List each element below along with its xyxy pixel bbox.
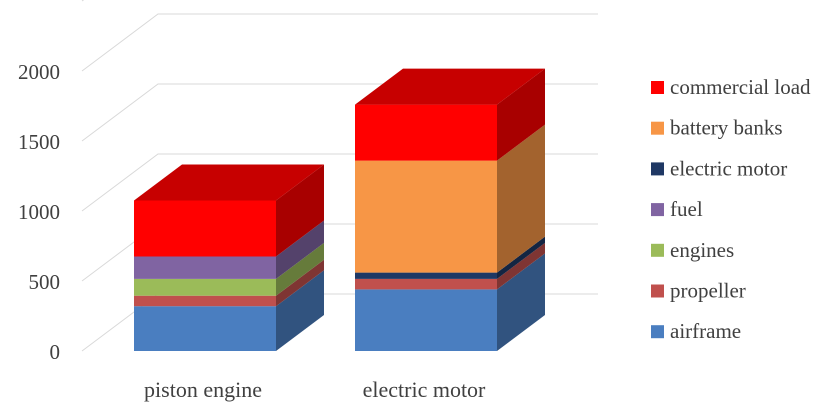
bar-segment-side <box>276 259 324 307</box>
legend-entry-label: fuel <box>670 197 703 221</box>
y-tick-label: 0 <box>50 340 61 364</box>
bar-segment-side <box>276 164 324 257</box>
bar-segment-commercial-load <box>355 104 497 161</box>
legend-entry-label: electric motor <box>670 156 787 180</box>
legend-entry-label: battery banks <box>670 116 783 140</box>
bars <box>134 68 545 351</box>
legend-entry-label: propeller <box>670 279 746 303</box>
legend-swatch <box>651 243 664 257</box>
x-category-label: electric motor <box>363 377 486 402</box>
bar-segment-propeller <box>355 278 497 290</box>
bar-segment-airframe <box>355 289 497 351</box>
gridline <box>81 13 598 72</box>
legend-swatch <box>651 203 664 217</box>
bar-segment-electric-motor <box>355 272 497 279</box>
bar-segment-engines <box>134 278 276 296</box>
bar-segment-side <box>497 236 545 279</box>
legend-entry-label: airframe <box>670 319 741 343</box>
x-axis-category-labels: piston engine electric motor <box>144 377 486 402</box>
bar-stack-electric-motor <box>355 68 545 351</box>
legend-swatch <box>651 284 664 298</box>
legend-swatch <box>651 162 664 176</box>
legend-entry-label: commercial load <box>670 75 811 99</box>
bar-segment-commercial-load <box>134 200 276 257</box>
gridline <box>81 0 85 2</box>
bar-segment-airframe <box>134 306 276 351</box>
bar-segment-side <box>497 124 545 273</box>
bar-top-face <box>355 68 545 105</box>
bar-segment-side <box>497 253 545 351</box>
bar-segment-side <box>276 242 324 296</box>
bar-segment-propeller <box>134 295 276 307</box>
legend: commercial load battery banks electric mot… <box>651 75 811 343</box>
y-tick-label: 2000 <box>18 60 60 84</box>
bar-stack-piston-engine <box>134 164 324 351</box>
legend-entry-label: engines <box>670 238 734 262</box>
x-category-label: piston engine <box>144 377 262 402</box>
y-axis-tick-labels: 0 500 1000 1500 2000 <box>18 60 60 364</box>
bar-segment-side <box>497 68 545 161</box>
bar-segment-side <box>276 270 324 351</box>
legend-swatch <box>651 325 664 339</box>
y-tick-label: 1000 <box>18 200 60 224</box>
bar-segment-fuel <box>134 256 276 279</box>
legend-swatch <box>651 121 664 135</box>
y-tick-label: 1500 <box>18 130 60 154</box>
bar-segment-battery-banks <box>355 160 497 273</box>
legend-swatch <box>651 81 664 94</box>
bar-segment-side <box>497 242 545 290</box>
y-tick-label: 500 <box>29 270 61 294</box>
bar-segment-side <box>276 220 324 279</box>
bar-top-face <box>134 164 324 201</box>
